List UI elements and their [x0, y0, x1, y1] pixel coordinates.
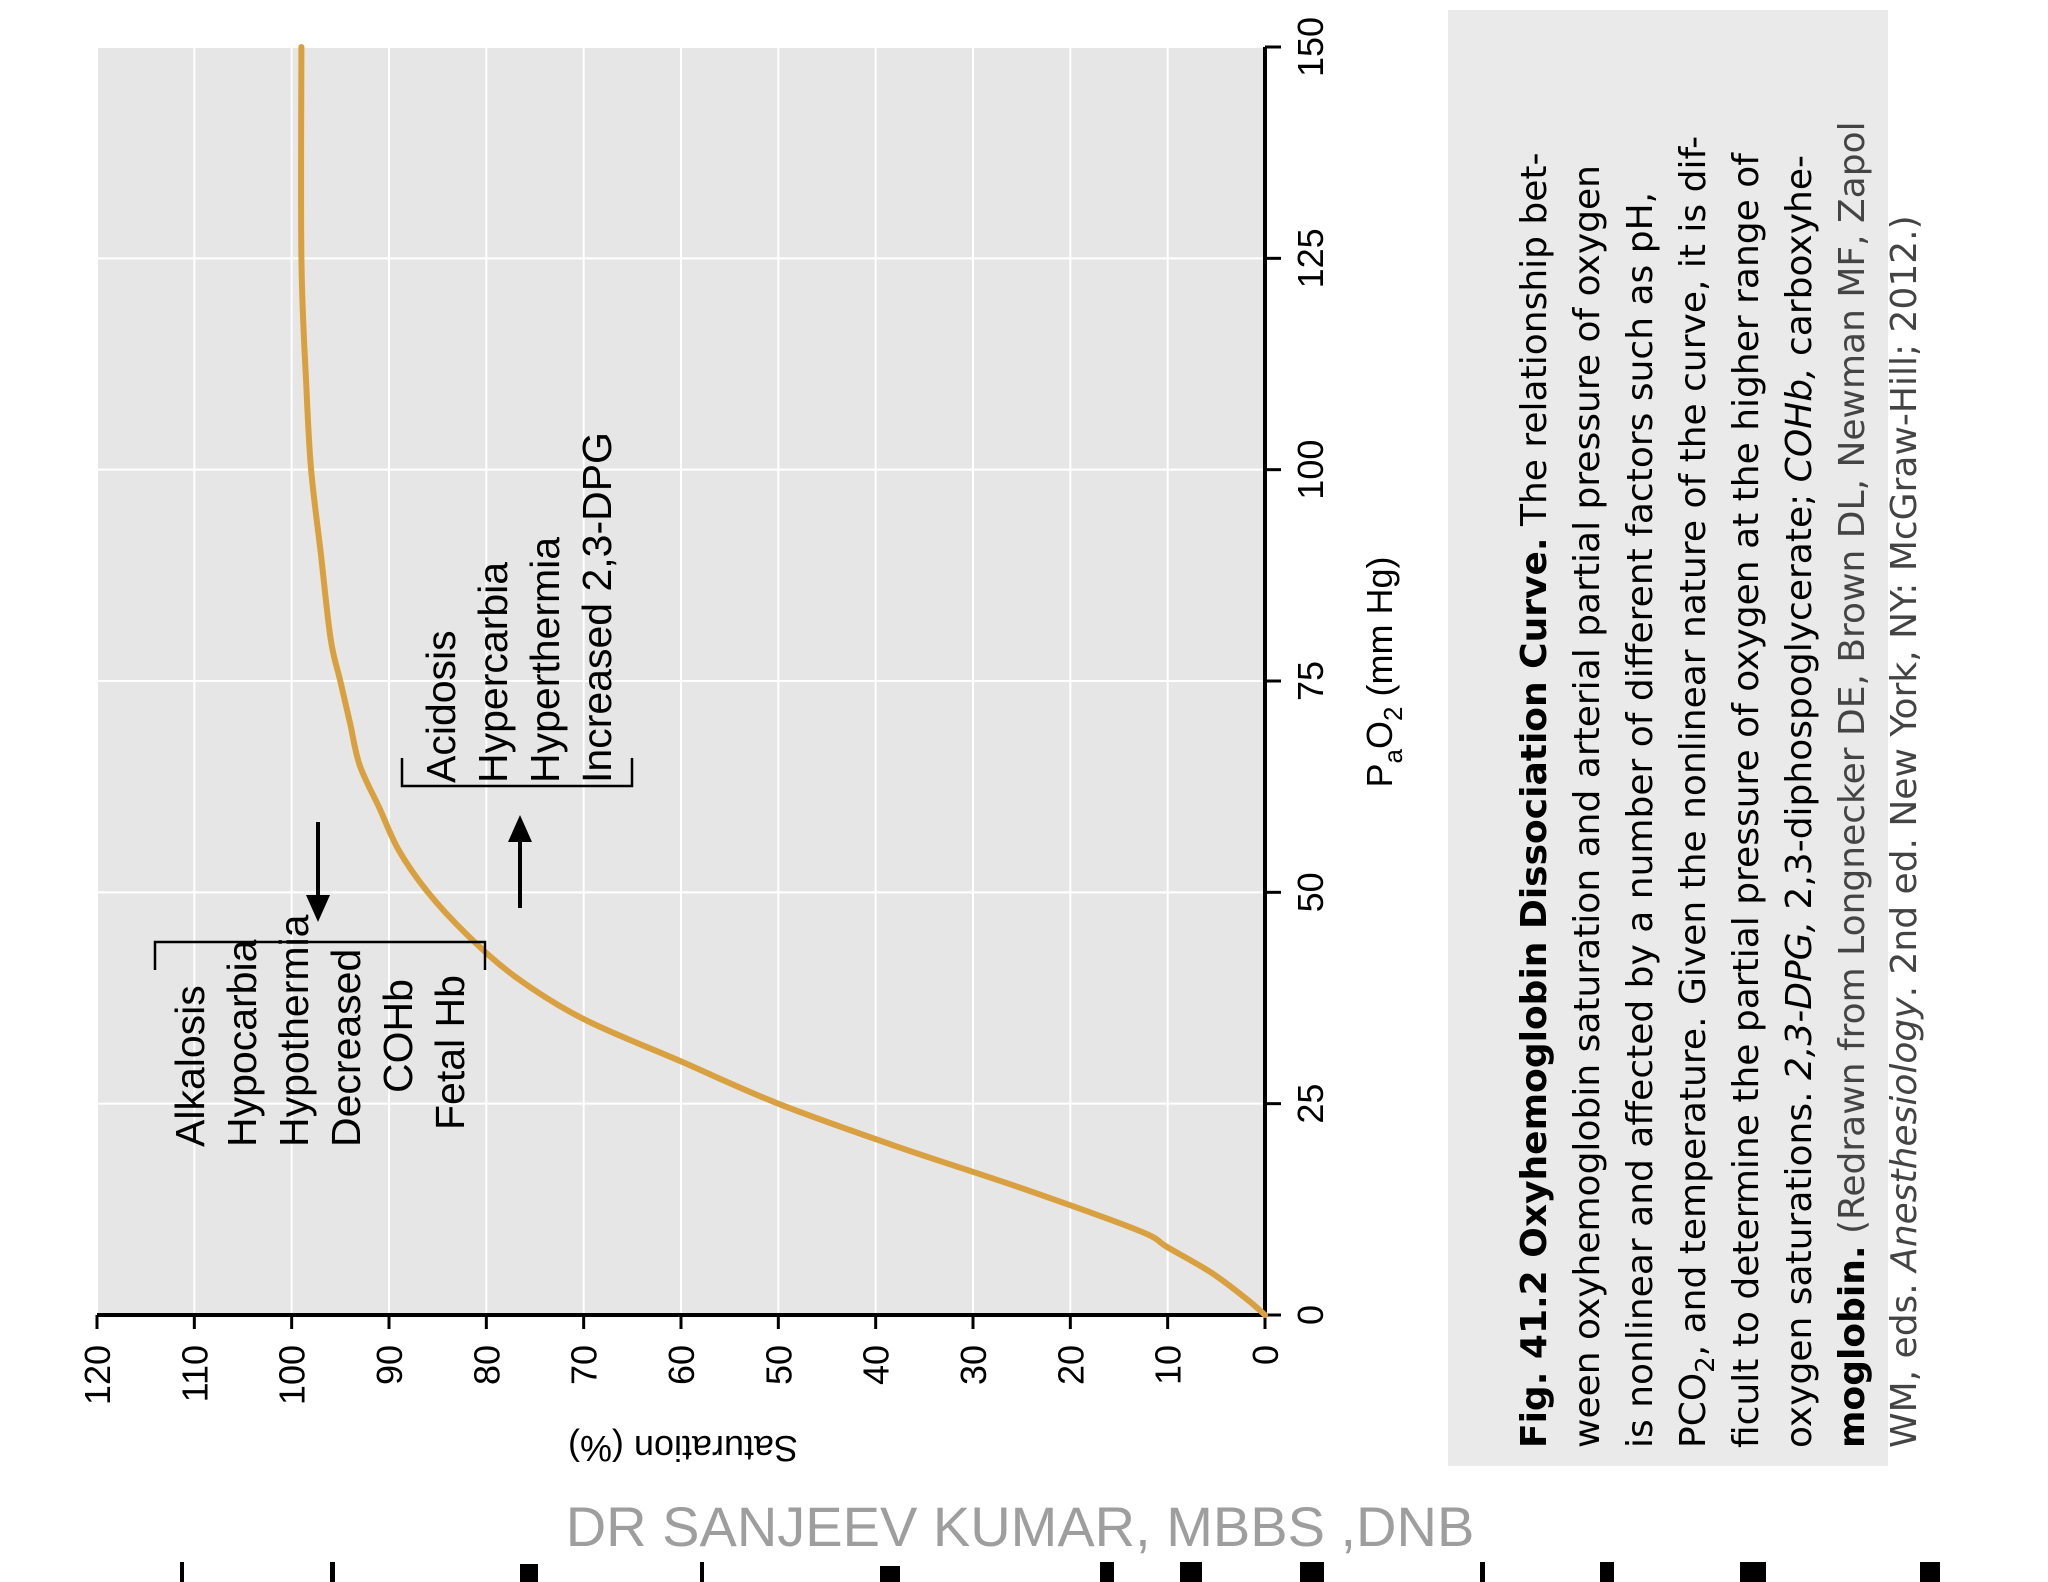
- y-tick-label-20: 20: [1050, 1345, 1091, 1385]
- x-tick-label-100: 100: [1290, 440, 1331, 500]
- caption-line-8-a: WM, eds.: [1884, 1272, 1925, 1448]
- up-arrow-icon: [508, 815, 532, 842]
- left-shift-label-3: Decreased: [323, 949, 369, 1147]
- y-axis-label: Saturation (%): [568, 1428, 798, 1469]
- right-shift-label-1: Hypercarbia: [470, 562, 516, 783]
- grid-lines: [96, 46, 1265, 1315]
- y-axis-label-text: Saturation (%): [568, 1428, 798, 1469]
- y-tick-label-40: 40: [856, 1345, 897, 1385]
- caption-line-6-b: 2,3-diphospoglycerate;: [1779, 482, 1820, 921]
- x-tick-label-125: 125: [1290, 228, 1331, 288]
- caption-line-8: WM, eds. Anesthesiology. 2nd ed. New Yor…: [1884, 215, 1925, 1448]
- axes: 0 10 20 30 40 50 60 70 80 90 100 110 120 0 25 50 75 100 12…: [77, 17, 1331, 1405]
- x-axis-label-p: P: [1359, 763, 1400, 787]
- y-tick-label-50: 50: [758, 1345, 799, 1385]
- caption-pco: PCO: [1673, 1373, 1714, 1448]
- caption-line-7: moglobin. (Redrawn from Longnecker DE, B…: [1832, 121, 1873, 1448]
- x-tick-label-25: 25: [1290, 1084, 1331, 1124]
- caption-line-5: ficult to determine the partial pressure…: [1726, 152, 1767, 1448]
- left-shift-bracket: [153, 940, 487, 970]
- x-tick-label-0: 0: [1290, 1305, 1331, 1325]
- caption-dpg-abbr: 2,3-DPG,: [1779, 921, 1820, 1080]
- left-shift-label-0: Alkalosis: [167, 985, 213, 1147]
- y-tick-label-120: 120: [77, 1345, 118, 1405]
- right-shift-label-2: Hyperthermia: [522, 537, 568, 783]
- caption-line-1: Fig. 41.2 Oxyhemoglobin Dissociation Cur…: [1514, 152, 1555, 1448]
- caption-cohb-abbr: COHb,: [1779, 367, 1820, 482]
- y-tick-label-0: 0: [1245, 1345, 1286, 1365]
- caption-line-3: is nonlinear and affected by a number of…: [1620, 192, 1661, 1448]
- caption-line-6-c: carboxyhe-: [1779, 155, 1820, 367]
- cropped-glyphs: [180, 1562, 1940, 1582]
- caption-line-4: PCO2, and temperature. Given the nonline…: [1673, 136, 1721, 1448]
- y-tick-label-10: 10: [1148, 1345, 1189, 1385]
- caption-line-6-a: oxygen saturations.: [1779, 1080, 1820, 1448]
- caption: Fig. 41.2 Oxyhemoglobin Dissociation Cur…: [1514, 121, 1925, 1448]
- y-tick-label-110: 110: [174, 1345, 215, 1402]
- caption-line-8-b: . 2nd ed. New York, NY: McGraw-Hill; 201…: [1884, 215, 1925, 997]
- left-shift-label-2: Hypothermia: [271, 914, 317, 1147]
- left-shift-label-5: Fetal Hb: [427, 975, 473, 1130]
- x-tick-label-75: 75: [1290, 661, 1331, 701]
- left-shift-label-1: Hypocarbia: [219, 939, 265, 1147]
- caption-book-title: Anesthesiology: [1884, 997, 1925, 1274]
- x-axis-label-sub-2: 2: [1378, 707, 1408, 721]
- y-tick-label-30: 30: [953, 1345, 994, 1385]
- svg-text:PaO2 (mm Hg): PaO2 (mm Hg): [1359, 557, 1408, 788]
- series-layer: [298, 44, 1268, 1318]
- caption-box: [1448, 10, 1888, 1466]
- y-tick-label-100: 100: [272, 1345, 313, 1405]
- caption-line-4-rest: , and temperature. Given the nonlinear n…: [1673, 136, 1714, 1356]
- caption-moglobin: moglobin.: [1832, 1246, 1873, 1449]
- caption-pco-sub: 2: [1691, 1356, 1721, 1373]
- y-tick-label-80: 80: [466, 1345, 507, 1385]
- x-axis-label-o: O: [1359, 721, 1400, 749]
- right-shift-label-3: Increased 2,3-DPG: [574, 432, 620, 783]
- right-shift-bracket: [400, 758, 634, 788]
- x-tick-label-150: 150: [1290, 17, 1331, 77]
- caption-line-6: oxygen saturations. 2,3-DPG, 2,3-diphosp…: [1779, 155, 1820, 1448]
- caption-title: Fig. 41.2 Oxyhemoglobin Dissociation Cur…: [1514, 537, 1555, 1448]
- cropped-next-page-text: [0, 1560, 2048, 1582]
- caption-line-2: ween oxyhemoglobin saturation and arteri…: [1567, 165, 1608, 1448]
- annotations: Alkalosis Hypocarbia Hypothermia Decreased C…: [153, 432, 634, 1147]
- watermark: DR SANJEEV KUMAR, MBBS ,DNB: [566, 1495, 1475, 1558]
- y-tick-label-60: 60: [661, 1345, 702, 1385]
- y-tick-label-70: 70: [564, 1345, 605, 1385]
- down-arrow-icon: [306, 895, 330, 922]
- caption-line-7-rest: (Redrawn from Longnecker DE, Brown DL, N…: [1832, 121, 1873, 1245]
- caption-line-1-rest: The relationship bet-: [1514, 152, 1555, 537]
- x-tick-label-50: 50: [1290, 872, 1331, 912]
- y-tick-label-90: 90: [369, 1345, 410, 1385]
- left-shift-label-4: COHb: [375, 979, 421, 1093]
- right-shift-label-0: Acidosis: [418, 630, 464, 783]
- x-axis-label: PaO2 (mm Hg): [1359, 557, 1408, 788]
- series-line-0: [298, 44, 1268, 1318]
- x-axis-label-sub-a: a: [1378, 748, 1408, 763]
- x-axis-label-units: (mm Hg): [1359, 557, 1400, 707]
